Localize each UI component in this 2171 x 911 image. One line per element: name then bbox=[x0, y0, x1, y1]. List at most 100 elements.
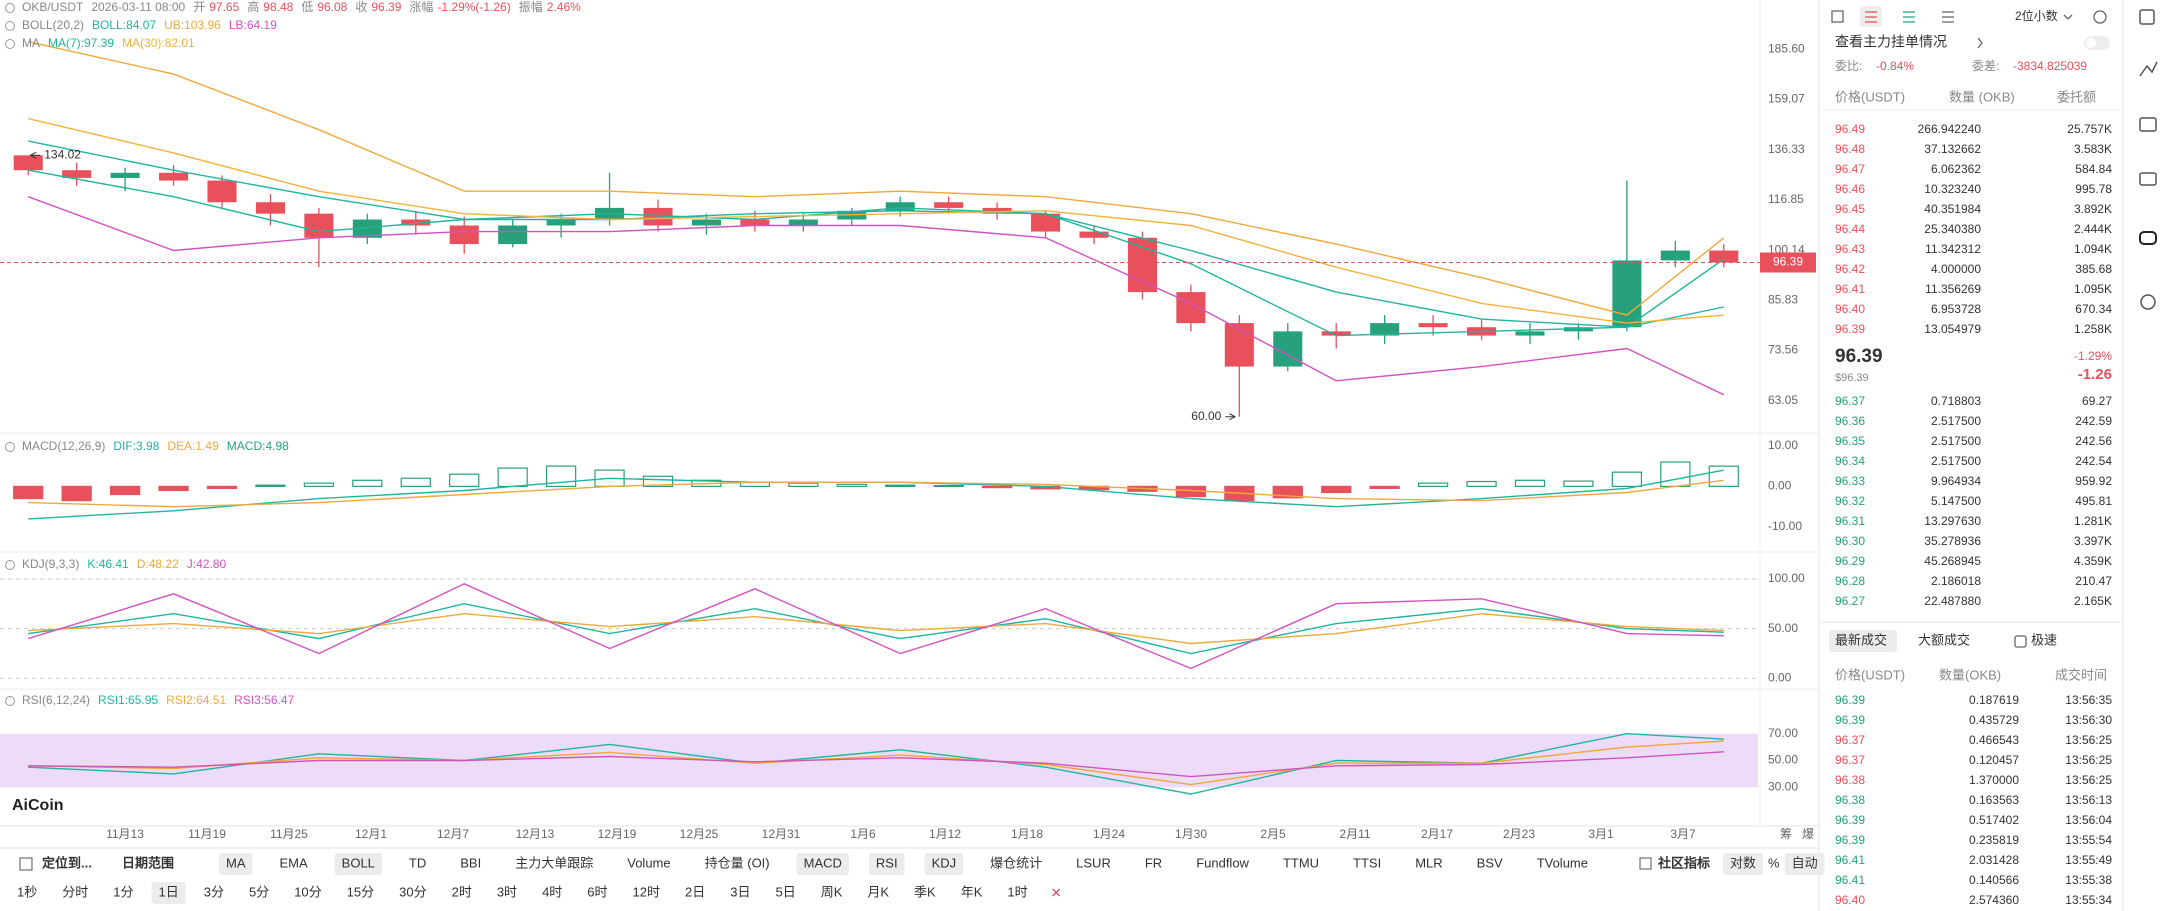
toolbar-button[interactable]: 周K bbox=[821, 884, 843, 899]
button-label[interactable]: 持仓量 (OI) bbox=[705, 855, 770, 870]
button-label[interactable]: 爆仓统计 bbox=[990, 855, 1042, 870]
toolbar-button[interactable]: 10分 bbox=[294, 884, 321, 899]
icon[interactable] bbox=[2139, 231, 2157, 245]
button-label[interactable]: 5日 bbox=[775, 884, 795, 899]
icon[interactable] bbox=[2140, 294, 2156, 310]
toolbar-button[interactable]: 主力大单跟踪 bbox=[515, 855, 593, 870]
icon[interactable] bbox=[2139, 117, 2157, 132]
button-label[interactable]: 定位到... bbox=[41, 855, 92, 870]
button-label[interactable]: % bbox=[1768, 855, 1780, 870]
toolbar-button[interactable]: 自动 bbox=[1784, 853, 1825, 875]
legend-icon[interactable] bbox=[5, 560, 15, 570]
toolbar-button[interactable]: % bbox=[1768, 855, 1780, 870]
button-label[interactable]: 10分 bbox=[294, 884, 321, 899]
toolbar-button[interactable]: 4时 bbox=[542, 884, 562, 899]
toolbar-button[interactable]: 1秒 bbox=[17, 884, 37, 899]
toolbar-button[interactable]: 对数 bbox=[1723, 853, 1764, 875]
button-label[interactable]: 日期范围 bbox=[122, 855, 174, 870]
button-label[interactable]: 2日 bbox=[685, 884, 705, 899]
button-label[interactable]: EMA bbox=[280, 855, 309, 870]
toolbar-button[interactable]: FR bbox=[1145, 855, 1162, 870]
button-label[interactable]: 周K bbox=[821, 884, 843, 899]
toolbar-button[interactable]: 分时 bbox=[62, 884, 88, 899]
button-label[interactable]: 主力大单跟踪 bbox=[515, 855, 593, 870]
toolbar-button[interactable]: 3日 bbox=[730, 884, 750, 899]
icon[interactable] bbox=[1865, 11, 1877, 23]
button-label[interactable]: BOLL bbox=[342, 855, 375, 870]
button-label[interactable]: 年K bbox=[961, 884, 983, 899]
tab[interactable]: 大额成交 bbox=[1918, 632, 1970, 647]
toolbar-button[interactable]: 30分 bbox=[399, 884, 426, 899]
toolbar-button[interactable]: 1日 bbox=[151, 882, 186, 904]
toolbar-button[interactable]: TTMU bbox=[1283, 855, 1319, 870]
legend-icon[interactable] bbox=[5, 21, 15, 31]
legend-icon[interactable] bbox=[5, 39, 15, 49]
toolbar-button[interactable]: 日期范围 bbox=[122, 855, 174, 870]
button-label[interactable]: 3时 bbox=[497, 884, 517, 899]
toolbar-button[interactable]: BBI bbox=[460, 855, 481, 870]
checkbox[interactable] bbox=[2014, 635, 2027, 648]
button-label[interactable]: 3分 bbox=[204, 884, 224, 899]
button-label[interactable]: 1秒 bbox=[17, 884, 37, 899]
toolbar-button[interactable]: 爆仓统计 bbox=[990, 855, 1042, 870]
button-label[interactable]: 1日 bbox=[158, 884, 178, 899]
close-icon[interactable] bbox=[1052, 888, 1061, 897]
button-label[interactable]: MA bbox=[226, 855, 246, 870]
toolbar-button[interactable]: MACD bbox=[796, 853, 849, 875]
button-label[interactable]: 季K bbox=[914, 884, 936, 899]
button-label[interactable]: 12时 bbox=[633, 884, 660, 899]
toolbar-button[interactable]: 2时 bbox=[452, 884, 472, 899]
button-label[interactable]: TTMU bbox=[1283, 855, 1319, 870]
button-label[interactable]: LSUR bbox=[1076, 855, 1111, 870]
icon[interactable] bbox=[1831, 10, 1844, 23]
axis-button[interactable]: 爆 bbox=[1802, 827, 1814, 841]
toolbar-button[interactable]: EMA bbox=[280, 855, 309, 870]
toolbar-button[interactable]: Fundflow bbox=[1196, 855, 1249, 870]
button-label[interactable]: KDJ bbox=[932, 855, 957, 870]
icon[interactable] bbox=[2093, 10, 2107, 24]
button-label[interactable]: 4时 bbox=[542, 884, 562, 899]
button-label[interactable]: 自动 bbox=[1792, 855, 1818, 870]
toolbar-button[interactable]: 定位到... bbox=[41, 855, 92, 870]
toolbar-button[interactable]: RSI bbox=[868, 853, 905, 875]
toolbar-button[interactable]: 1分 bbox=[113, 884, 133, 899]
fast-toggle[interactable]: 极速 bbox=[2031, 632, 2057, 647]
axis-button[interactable]: 筹 bbox=[1780, 827, 1792, 841]
toolbar-button[interactable]: LSUR bbox=[1076, 855, 1111, 870]
toolbar-button[interactable]: MLR bbox=[1415, 855, 1442, 870]
button-label[interactable]: TD bbox=[409, 855, 426, 870]
icon[interactable] bbox=[2139, 9, 2155, 25]
toolbar-button[interactable]: 3时 bbox=[497, 884, 517, 899]
icon[interactable] bbox=[1903, 11, 1915, 23]
button-label[interactable]: BSV bbox=[1477, 855, 1503, 870]
button-label[interactable]: Fundflow bbox=[1196, 855, 1249, 870]
button-label[interactable]: 社区指标 bbox=[1657, 855, 1710, 870]
toolbar-button[interactable]: 15分 bbox=[347, 884, 374, 899]
toolbar-button[interactable]: 3分 bbox=[204, 884, 224, 899]
button-label[interactable]: 5分 bbox=[249, 884, 269, 899]
toolbar-button[interactable]: MA bbox=[219, 853, 253, 875]
toolbar-button[interactable]: 季K bbox=[914, 884, 936, 899]
button-label[interactable]: BBI bbox=[460, 855, 481, 870]
toolbar-button[interactable]: 社区指标 bbox=[1657, 855, 1710, 870]
legend-icon[interactable] bbox=[5, 442, 15, 452]
toolbar-button[interactable]: 12时 bbox=[633, 884, 660, 899]
button-label[interactable]: TTSI bbox=[1353, 855, 1381, 870]
orderbook-title[interactable]: 查看主力挂单情况 bbox=[1835, 34, 1947, 50]
button-label[interactable]: 15分 bbox=[347, 884, 374, 899]
toolbar-button[interactable]: 持仓量 (OI) bbox=[705, 855, 770, 870]
toolbar-button[interactable]: 月K bbox=[867, 884, 889, 899]
button-label[interactable]: 1分 bbox=[113, 884, 133, 899]
legend-icon[interactable] bbox=[5, 696, 15, 706]
toolbar-button[interactable]: TD bbox=[409, 855, 426, 870]
legend-icon[interactable] bbox=[5, 3, 15, 13]
toolbar-button[interactable]: Volume bbox=[627, 855, 670, 870]
toolbar-button[interactable]: 6时 bbox=[587, 884, 607, 899]
button-label[interactable]: RSI bbox=[876, 855, 898, 870]
button-label[interactable]: FR bbox=[1145, 855, 1162, 870]
tab[interactable]: 最新成交 bbox=[1835, 632, 1887, 647]
icon[interactable] bbox=[2139, 172, 2157, 186]
icon[interactable] bbox=[2139, 61, 2158, 77]
precision-select[interactable]: 2位小数 bbox=[2015, 8, 2058, 23]
icon[interactable] bbox=[1942, 11, 1954, 23]
